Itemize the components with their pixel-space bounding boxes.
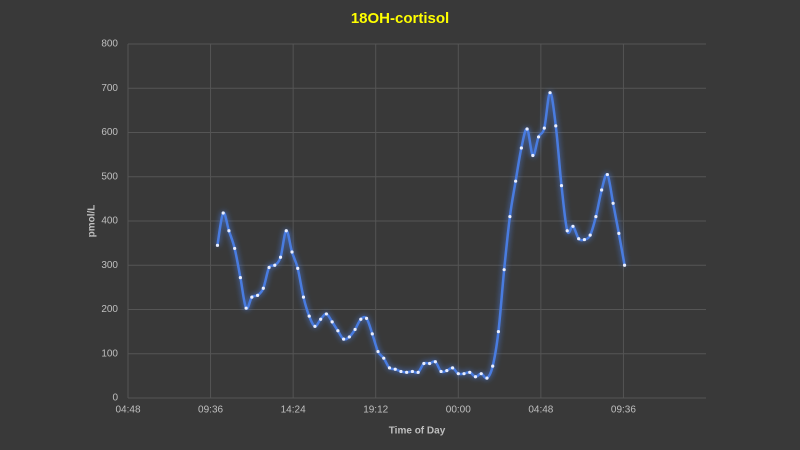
x-tick-label: 04:48 bbox=[115, 405, 140, 416]
y-tick-label: 400 bbox=[101, 216, 118, 227]
data-point bbox=[255, 293, 260, 297]
data-point bbox=[519, 146, 523, 150]
data-point bbox=[594, 214, 598, 219]
data-point bbox=[611, 201, 615, 205]
data-point bbox=[238, 276, 242, 280]
data-point bbox=[559, 184, 564, 188]
data-point bbox=[416, 370, 420, 374]
data-point bbox=[456, 372, 460, 376]
y-tick-label: 800 bbox=[101, 39, 118, 50]
data-point bbox=[267, 265, 271, 270]
data-point bbox=[600, 188, 604, 192]
data-point bbox=[330, 320, 334, 324]
y-tick-label: 500 bbox=[101, 171, 118, 182]
x-tick-label: 14:24 bbox=[281, 405, 306, 416]
data-point bbox=[273, 263, 277, 267]
data-point bbox=[588, 233, 592, 237]
data-point bbox=[462, 372, 466, 376]
data-point bbox=[382, 356, 386, 360]
x-tick-label: 09:36 bbox=[611, 405, 636, 416]
data-point bbox=[261, 286, 265, 290]
data-point bbox=[450, 366, 455, 370]
y-tick-label: 0 bbox=[112, 393, 118, 404]
data-point bbox=[393, 367, 397, 371]
data-point bbox=[370, 332, 374, 336]
data-point bbox=[244, 306, 248, 310]
y-axis-title: pmol/L bbox=[87, 205, 98, 238]
data-point bbox=[301, 295, 306, 299]
y-tick-label: 600 bbox=[101, 127, 118, 138]
data-point bbox=[250, 295, 254, 299]
data-point bbox=[215, 243, 220, 247]
data-point bbox=[324, 312, 329, 316]
data-point bbox=[582, 237, 587, 242]
data-point bbox=[399, 369, 403, 374]
data-point bbox=[433, 360, 437, 364]
x-axis-title: Time of Day bbox=[389, 426, 446, 437]
data-point bbox=[347, 335, 351, 339]
data-point bbox=[617, 231, 621, 235]
data-point bbox=[508, 214, 512, 219]
data-point bbox=[221, 211, 225, 215]
data-point bbox=[439, 369, 443, 374]
data-point bbox=[233, 246, 237, 251]
data-point bbox=[313, 324, 317, 328]
data-point bbox=[278, 255, 283, 259]
data-point bbox=[485, 376, 489, 380]
data-point bbox=[468, 370, 472, 374]
x-tick-label: 00:00 bbox=[446, 405, 471, 416]
data-point bbox=[605, 172, 609, 177]
data-point bbox=[502, 268, 506, 272]
data-point bbox=[364, 316, 369, 320]
y-tick-label: 200 bbox=[101, 304, 118, 315]
data-point bbox=[227, 229, 231, 233]
data-point bbox=[622, 263, 627, 267]
data-point bbox=[531, 153, 535, 158]
data-point bbox=[428, 361, 432, 366]
data-point bbox=[445, 368, 449, 373]
data-point bbox=[353, 327, 357, 332]
data-point bbox=[542, 126, 546, 130]
data-point bbox=[525, 127, 529, 131]
data-point bbox=[422, 361, 426, 366]
data-point bbox=[491, 364, 495, 368]
data-point bbox=[307, 314, 311, 318]
data-point bbox=[577, 237, 581, 241]
x-tick-label: 04:48 bbox=[528, 405, 553, 416]
data-point bbox=[376, 349, 380, 354]
data-point bbox=[336, 329, 340, 333]
y-tick-label: 300 bbox=[101, 260, 118, 271]
chart-title: 18OH-cortisol bbox=[351, 10, 449, 27]
data-point bbox=[496, 330, 501, 334]
data-point bbox=[359, 317, 363, 321]
data-point bbox=[548, 91, 552, 95]
data-point bbox=[571, 224, 575, 228]
data-point bbox=[405, 370, 409, 374]
data-point bbox=[565, 229, 569, 233]
data-point bbox=[479, 372, 483, 376]
data-point bbox=[473, 375, 478, 379]
data-point bbox=[536, 135, 541, 139]
data-point bbox=[387, 366, 392, 370]
x-tick-label: 19:12 bbox=[363, 405, 388, 416]
data-point bbox=[319, 317, 323, 321]
data-point bbox=[514, 179, 518, 183]
data-point bbox=[342, 337, 346, 341]
data-point bbox=[290, 250, 294, 254]
x-tick-label: 09:36 bbox=[198, 405, 223, 416]
y-tick-label: 700 bbox=[101, 83, 118, 94]
y-tick-label: 100 bbox=[101, 348, 118, 359]
data-point bbox=[296, 266, 300, 270]
data-point bbox=[410, 369, 415, 374]
data-point bbox=[554, 124, 558, 128]
data-point bbox=[284, 229, 288, 233]
